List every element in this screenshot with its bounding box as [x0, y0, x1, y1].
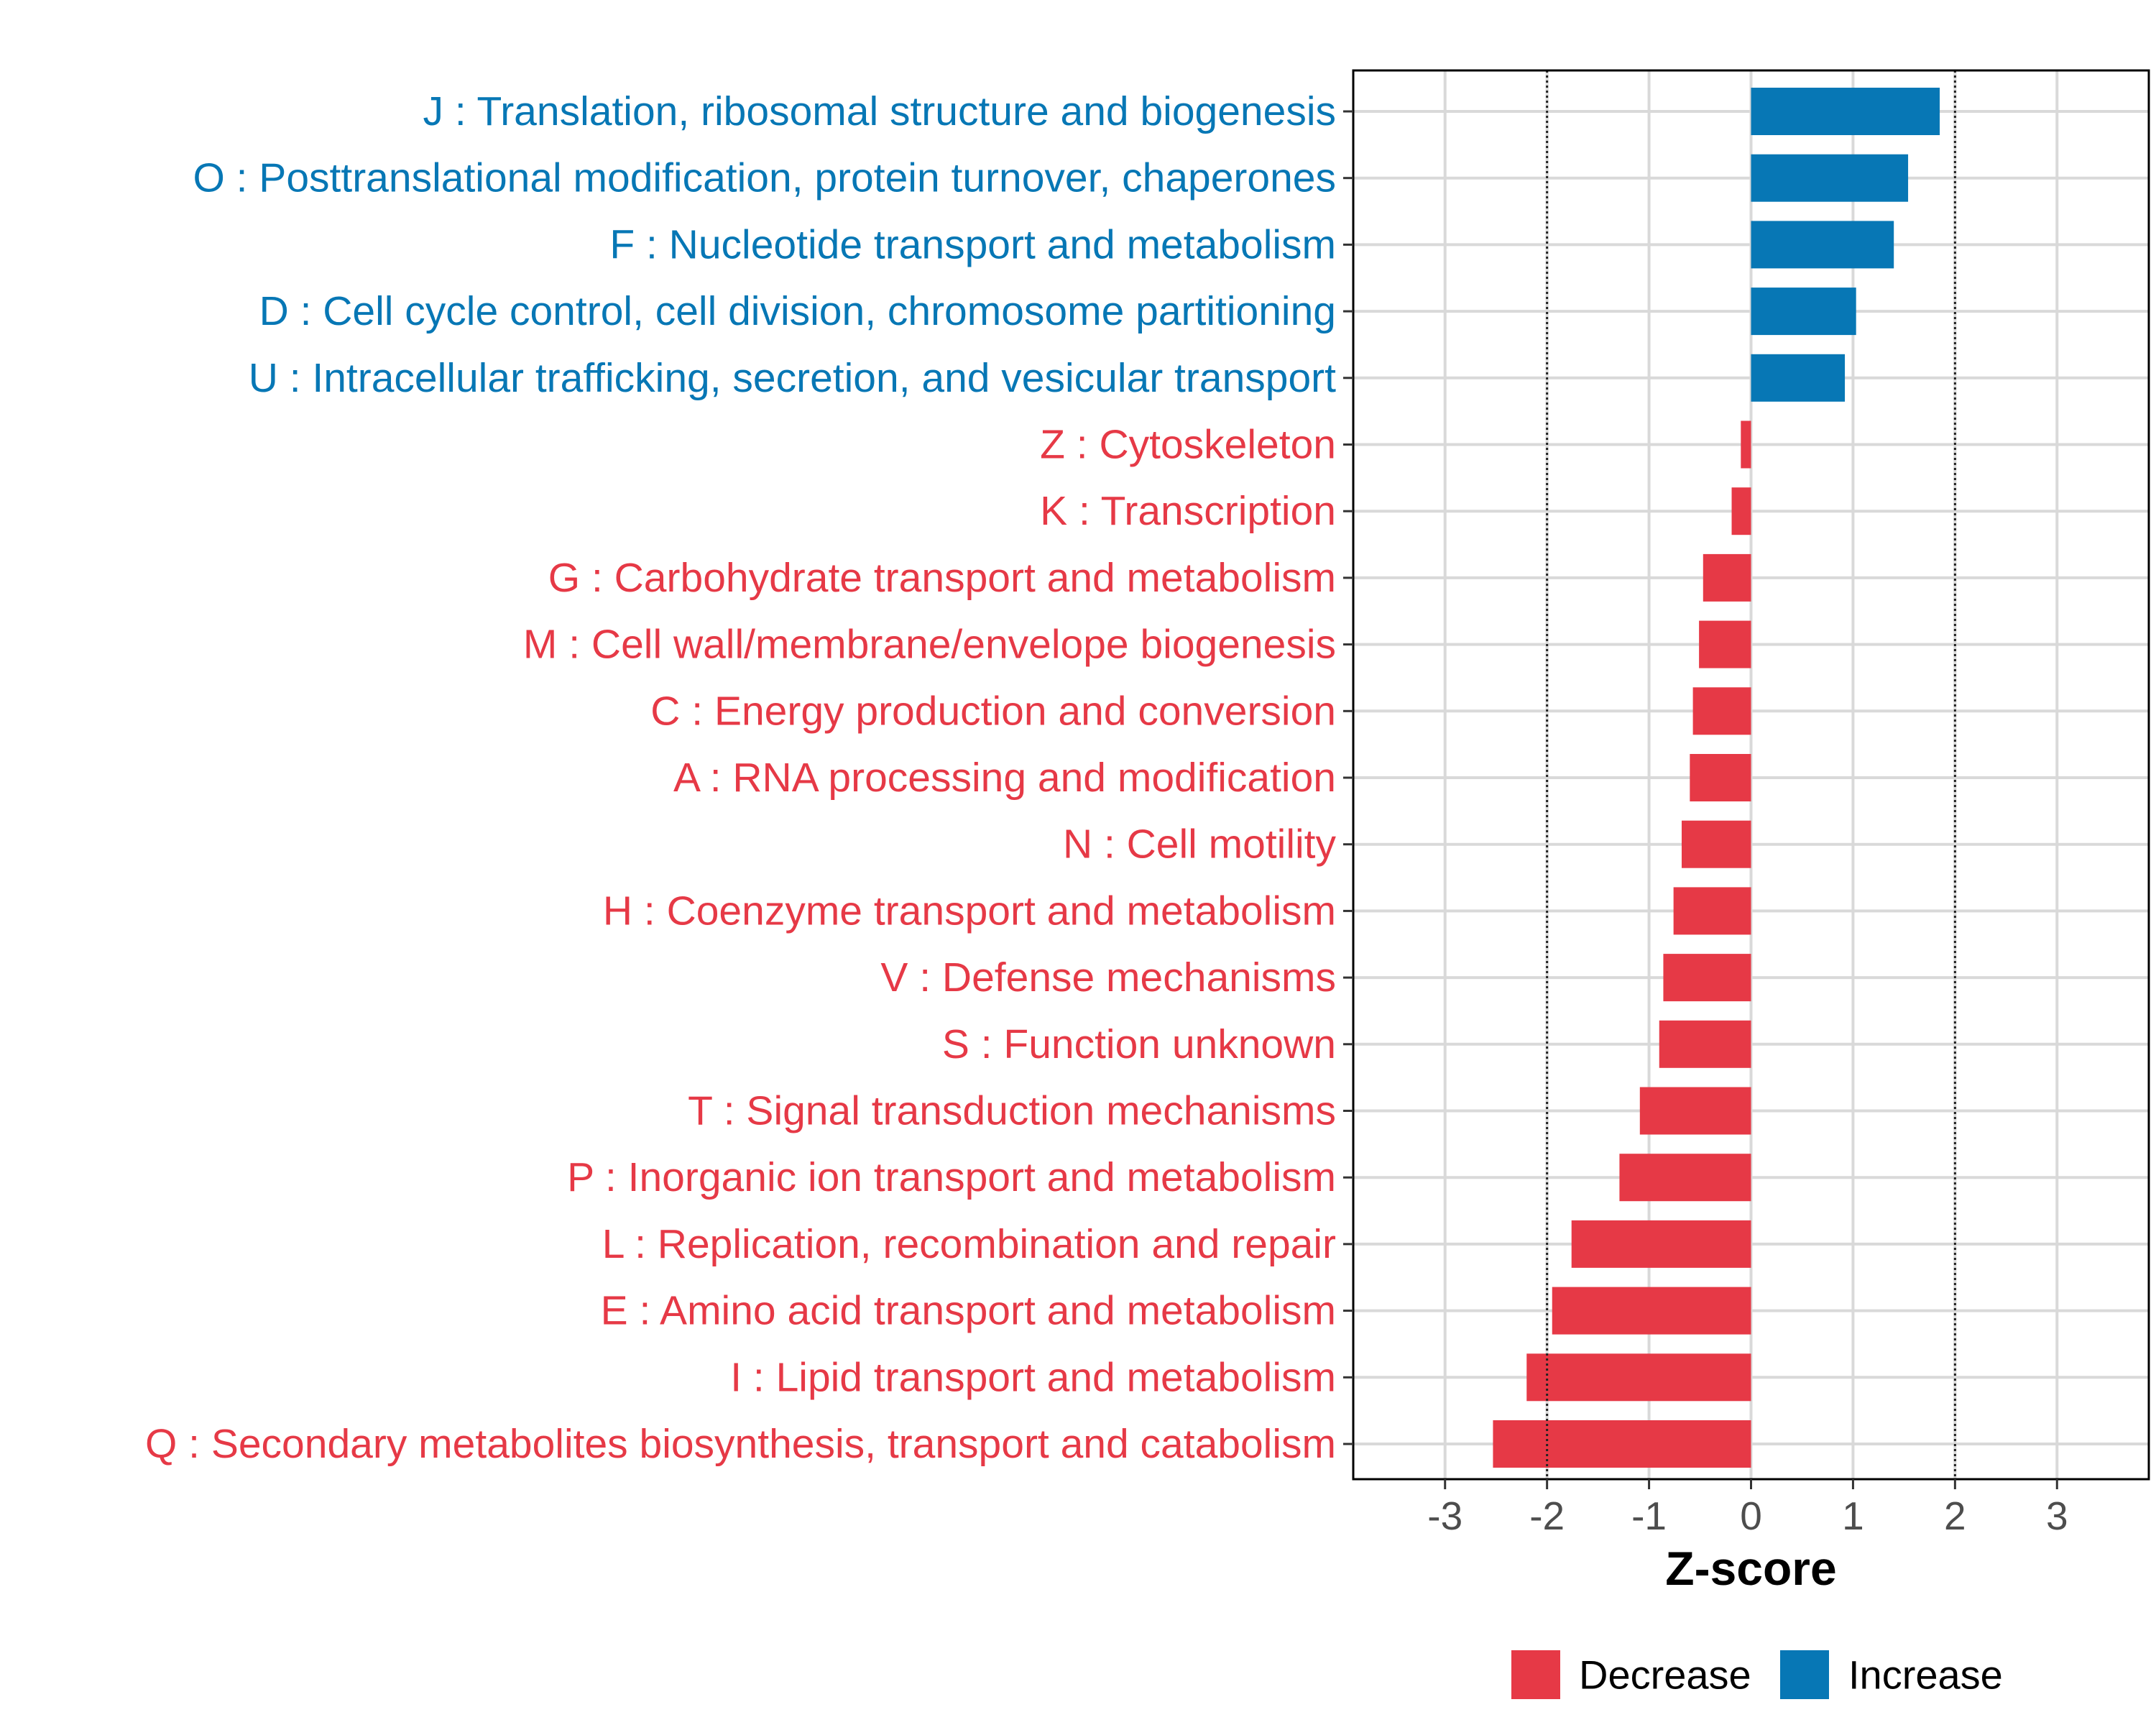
category-label: H : Coenzyme transport and metabolism [603, 888, 1336, 934]
bar-layer [1493, 88, 1940, 1468]
x-tick-label: -3 [1427, 1494, 1462, 1538]
bar [1751, 354, 1846, 402]
category-label: I : Lipid transport and metabolism [730, 1354, 1336, 1400]
bar [1673, 887, 1751, 935]
bar [1751, 88, 1940, 135]
category-label: Q : Secondary metabolites biosynthesis, … [145, 1421, 1336, 1467]
bar [1552, 1287, 1751, 1335]
category-label: G : Carbohydrate transport and metabolis… [548, 555, 1336, 601]
category-label: Z : Cytoskeleton [1040, 422, 1336, 468]
category-label: N : Cell motility [1063, 822, 1337, 868]
category-label: A : RNA processing and modification [673, 755, 1336, 801]
category-label: E : Amino acid transport and metabolism [601, 1288, 1336, 1334]
category-label: L : Replication, recombination and repai… [602, 1221, 1336, 1267]
category-label: F : Nucleotide transport and metabolism [609, 221, 1336, 267]
bar [1751, 154, 1909, 202]
bar [1692, 687, 1751, 735]
legend-label: Increase [1848, 1652, 2003, 1698]
x-tick-label: 2 [1944, 1494, 1966, 1538]
legend-swatch [1511, 1650, 1560, 1699]
x-tick-label: 3 [2046, 1494, 2068, 1538]
bar [1741, 420, 1751, 469]
category-label: P : Inorganic ion transport and metaboli… [567, 1154, 1336, 1200]
bar [1619, 1154, 1751, 1202]
bar [1493, 1420, 1751, 1468]
x-axis-ticks: -3 -2 -1 0 1 2 3 [1427, 1479, 2068, 1538]
bar [1663, 954, 1751, 1002]
bar [1526, 1353, 1751, 1402]
bar [1751, 221, 1894, 269]
category-label: T : Signal transduction mechanisms [688, 1088, 1336, 1134]
bar [1659, 1020, 1751, 1068]
category-label: O : Posttranslational modification, prot… [193, 155, 1336, 201]
x-tick-label: -1 [1631, 1494, 1667, 1538]
x-tick-label: 0 [1740, 1494, 1762, 1538]
category-label: S : Function unknown [942, 1021, 1336, 1067]
reference-line-layer [1546, 70, 1956, 1479]
bar [1681, 820, 1751, 868]
legend-swatch [1780, 1650, 1829, 1699]
category-label: C : Energy production and conversion [650, 688, 1336, 734]
bar [1571, 1220, 1751, 1268]
category-label: V : Defense mechanisms [880, 954, 1336, 1000]
x-axis-title: Z-score [1665, 1542, 1836, 1595]
x-tick-label: -2 [1529, 1494, 1565, 1538]
category-label: K : Transcription [1040, 488, 1336, 534]
y-axis-ticks: J : Translation, ribosomal structure and… [145, 88, 1353, 1467]
legend: Decrease Increase [1511, 1650, 2003, 1699]
bar [1690, 754, 1751, 801]
category-label: M : Cell wall/membrane/envelope biogenes… [523, 622, 1336, 668]
category-label: D : Cell cycle control, cell division, c… [259, 288, 1336, 334]
bar [1731, 487, 1751, 535]
category-label: J : Translation, ribosomal structure and… [423, 88, 1336, 134]
legend-label: Decrease [1579, 1652, 1751, 1698]
bar [1699, 620, 1751, 668]
category-label: U : Intracellular trafficking, secretion… [249, 355, 1336, 401]
bar [1751, 288, 1856, 336]
x-tick-label: 1 [1842, 1494, 1864, 1538]
bar [1639, 1087, 1751, 1135]
bar [1703, 553, 1751, 602]
